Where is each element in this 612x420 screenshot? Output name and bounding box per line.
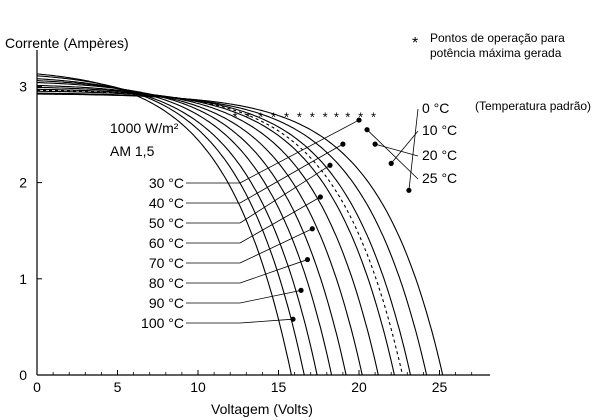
legend-text-line1: Pontos de operação para (430, 31, 565, 45)
label-leader-line (408, 108, 419, 191)
label-leaders: 0 °C 10 °C 20 °C 25 °C 30 °C 40 °C 50 °C 60 °C 7… (141, 100, 457, 331)
mpp-star-markers: * * * * * * * * * * * * (232, 109, 376, 124)
mpp-star: * (334, 109, 339, 124)
mpp-star: * (271, 109, 276, 124)
x-tick-label: 5 (114, 379, 122, 395)
label-leader-line (374, 143, 419, 157)
label-leader-line (239, 119, 360, 184)
label-leader-line (366, 129, 419, 180)
series-label: 0 °C (422, 100, 449, 116)
label-leader-line (239, 259, 308, 284)
x-axis-title: Voltagem (Volts) (211, 401, 313, 417)
iv-curve-10c (36, 92, 428, 376)
mpp-star: * (245, 109, 250, 124)
iv-curve-60c (37, 82, 347, 376)
mpp-star: * (258, 109, 263, 124)
y-tick-label: 0 (19, 367, 27, 383)
series-label: 25 °C (422, 170, 457, 186)
series-label: 10 °C (422, 122, 457, 138)
label-leader-line (239, 164, 331, 224)
iv-curve-30c (37, 88, 395, 376)
label-leader-line (239, 143, 344, 204)
label-leader-line (239, 196, 321, 244)
mpp-star: * (232, 109, 237, 124)
mpp-star: * (297, 109, 302, 124)
series-label: 30 °C (149, 175, 184, 191)
mpp-star: * (371, 109, 376, 124)
y-tick-label: 1 (19, 271, 27, 287)
label-leader-line (239, 318, 294, 324)
x-tick-label: 15 (271, 379, 287, 395)
x-tick-label: 25 (432, 379, 448, 395)
iv-curve-20c (37, 90, 412, 376)
series-label: 100 °C (141, 315, 184, 331)
series-label: 20 °C (422, 147, 457, 163)
series-label: 40 °C (149, 195, 184, 211)
series-label: 90 °C (149, 295, 184, 311)
ticks: 0 5 10 15 20 25 0 1 2 3 (19, 78, 473, 395)
label-leader-line (390, 130, 419, 164)
legend-text-line2: potência máxima gerada (430, 46, 562, 60)
curves (36, 73, 444, 376)
iv-curve-100c (36, 73, 292, 376)
y-tick-label: 3 (19, 78, 27, 94)
x-tick-label: 20 (351, 379, 367, 395)
mpp-star: * (284, 109, 289, 124)
legend-star-marker: * (412, 35, 418, 52)
iv-curve-40c (37, 86, 379, 376)
standard-temperature-note: (Temperatura padrão) (475, 99, 591, 113)
y-axis-title: Corrente (Ampères) (5, 35, 129, 51)
mpp-star: * (323, 109, 328, 124)
series-label: 80 °C (149, 275, 184, 291)
y-tick-label: 2 (19, 175, 27, 191)
air-mass-label: AM 1,5 (110, 143, 155, 159)
iv-curve-80c (36, 78, 318, 376)
mpp-star: * (345, 109, 350, 124)
mpp-star: * (310, 109, 315, 124)
x-tick-label: 0 (33, 379, 41, 395)
iv-curve-25c (36, 89, 404, 376)
mpp-star: * (358, 109, 363, 124)
series-label: 70 °C (149, 255, 184, 271)
iv-curve-0c (37, 93, 444, 376)
series-label: 60 °C (149, 235, 184, 251)
iv-curve-90c (36, 75, 305, 376)
iv-curve-50c (36, 84, 363, 376)
axes (36, 50, 490, 376)
label-leader-line (239, 289, 302, 304)
series-label: 50 °C (149, 215, 184, 231)
irradiance-label: 1000 W/m² (110, 120, 179, 136)
iv-curve-70c (36, 80, 333, 376)
x-tick-label: 10 (190, 379, 206, 395)
label-leader-line (239, 228, 313, 264)
